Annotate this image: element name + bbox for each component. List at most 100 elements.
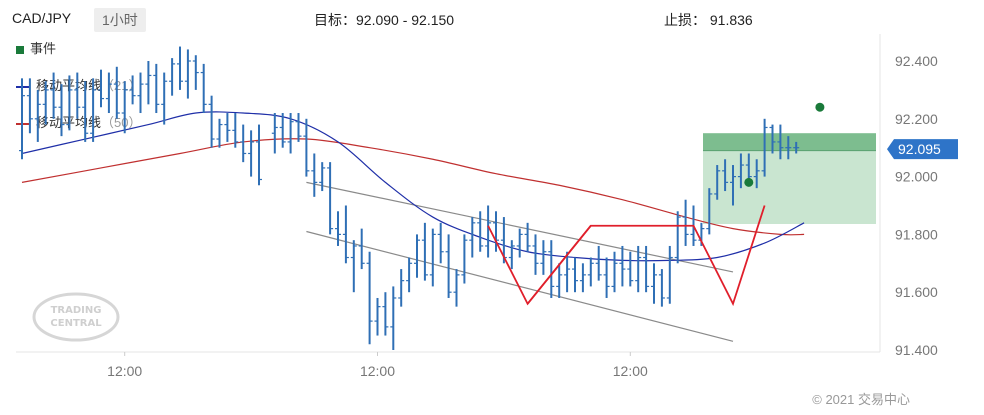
ohlc-bar — [311, 153, 318, 197]
chart-header: CAD/JPY 1小时 目标：92.090 - 92.150 止损： 91.83… — [0, 0, 984, 34]
ohlc-bar — [34, 89, 41, 142]
target-range-band — [703, 133, 876, 151]
ohlc-bar — [327, 162, 334, 235]
ohlc-bar — [532, 234, 539, 275]
legend-events-label: 事件 — [30, 41, 57, 56]
ohlc-bar — [82, 81, 89, 142]
y-axis: 92.400 92.200 92.000 91.800 91.600 91.400 — [895, 53, 938, 358]
ohlc-bar — [485, 205, 492, 258]
ohlc-bar — [548, 240, 555, 298]
ohlc-bar — [493, 211, 499, 252]
ohlc-bar — [674, 211, 681, 264]
ohlc-bar — [516, 228, 523, 258]
ohlc-bar — [358, 228, 365, 270]
ohlc-bar — [58, 84, 65, 137]
ohlc-bar — [382, 292, 389, 336]
ohlc-bar — [603, 257, 610, 298]
ohlc-bar — [777, 124, 784, 160]
ohlc-bar — [287, 113, 294, 154]
ohlc-bar — [335, 211, 341, 246]
ohlc-bar — [279, 113, 286, 148]
ohlc-bar — [42, 81, 49, 125]
timeframe-button[interactable]: 1小时 — [94, 8, 146, 32]
ohlc-bar — [769, 124, 776, 154]
ohlc-bar — [19, 78, 25, 160]
pattern-leg — [526, 225, 592, 305]
ohlc-bar — [556, 263, 563, 298]
ohlc-bar — [192, 55, 199, 90]
target-label: 目标：92.090 - 92.150 — [314, 12, 455, 28]
ohlc-bar — [232, 113, 239, 148]
ohlc-bar — [421, 222, 428, 281]
ohlc-bar — [714, 165, 721, 200]
x-tick-label: 12:00 — [613, 363, 648, 379]
target-zone — [703, 133, 876, 224]
y-tick-label: 92.200 — [895, 111, 938, 127]
ohlc-bar — [414, 234, 420, 278]
ohlc-bar — [682, 199, 689, 246]
ohlc-bar — [445, 234, 452, 298]
ohlc-bar — [342, 205, 349, 264]
legend-events[interactable]: 事件 — [16, 42, 141, 56]
ohlc-bar — [256, 124, 262, 186]
ohlc-bar — [240, 124, 247, 163]
event-marker — [815, 102, 825, 112]
ohlc-bar — [177, 46, 183, 90]
symbol-label[interactable]: CAD/JPY — [12, 10, 72, 26]
ohlc-bar — [611, 251, 618, 293]
event-marker — [744, 177, 754, 187]
ohlc-bar — [50, 72, 57, 119]
ohlc-bar — [224, 113, 231, 142]
ohlc-bar — [105, 72, 112, 114]
ohlc-bar — [753, 159, 760, 189]
ohlc-bar — [98, 69, 104, 108]
ohlc-bar — [161, 72, 168, 125]
ohlc-bar — [184, 49, 191, 99]
ohlc-bar — [579, 263, 586, 293]
y-tick-label: 92.400 — [895, 53, 938, 69]
price-tag-label: 92.095 — [898, 141, 941, 157]
ohlc-bar — [200, 63, 207, 114]
watermark-line2: CENTRAL — [50, 318, 102, 329]
ohlc-bar — [643, 245, 650, 293]
ohlc-bar — [137, 72, 144, 114]
ohlc-bar — [761, 118, 768, 177]
ohlc-bars — [19, 46, 800, 350]
ohlc-bar — [737, 153, 744, 189]
ohlc-bar — [271, 113, 278, 154]
moving-averages — [21, 111, 805, 262]
price-tag-box — [887, 139, 958, 160]
ohlc-bar — [303, 118, 310, 177]
ohlc-bar — [564, 251, 571, 293]
ohlc-bar — [169, 58, 176, 96]
ohlc-bar — [429, 228, 436, 287]
chart-frame — [16, 34, 881, 353]
ohlc-bar — [145, 61, 152, 105]
price-tag: 92.095 — [887, 139, 958, 160]
ohlc-bar — [587, 257, 594, 287]
ohlc-bar — [319, 162, 326, 192]
ohlc-bar — [26, 78, 33, 134]
legend-ma50-period: （50） — [101, 115, 142, 130]
ohlc-bar — [572, 257, 578, 293]
ohlc-bar — [461, 234, 468, 284]
ohlc-bar — [785, 136, 792, 160]
ohlc-bar — [153, 63, 160, 114]
ohlc-bar — [477, 211, 484, 252]
ohlc-bar — [651, 263, 657, 304]
ohlc-bar — [74, 72, 81, 119]
ma50-line — [21, 138, 805, 236]
ohlc-bar — [406, 257, 413, 293]
ohlc-bar — [745, 153, 752, 183]
ohlc-bar — [295, 113, 302, 142]
event-marker-icon — [16, 45, 24, 54]
ohlc-bar — [635, 245, 642, 293]
ohlc-bar — [508, 240, 515, 270]
event-markers[interactable] — [744, 102, 825, 187]
ohlc-bar — [722, 159, 729, 192]
ohlc-bar — [793, 141, 800, 154]
watermark-line1: TRADING — [51, 305, 102, 316]
ohlc-bar — [595, 245, 602, 281]
ohlc-bar — [248, 130, 255, 177]
